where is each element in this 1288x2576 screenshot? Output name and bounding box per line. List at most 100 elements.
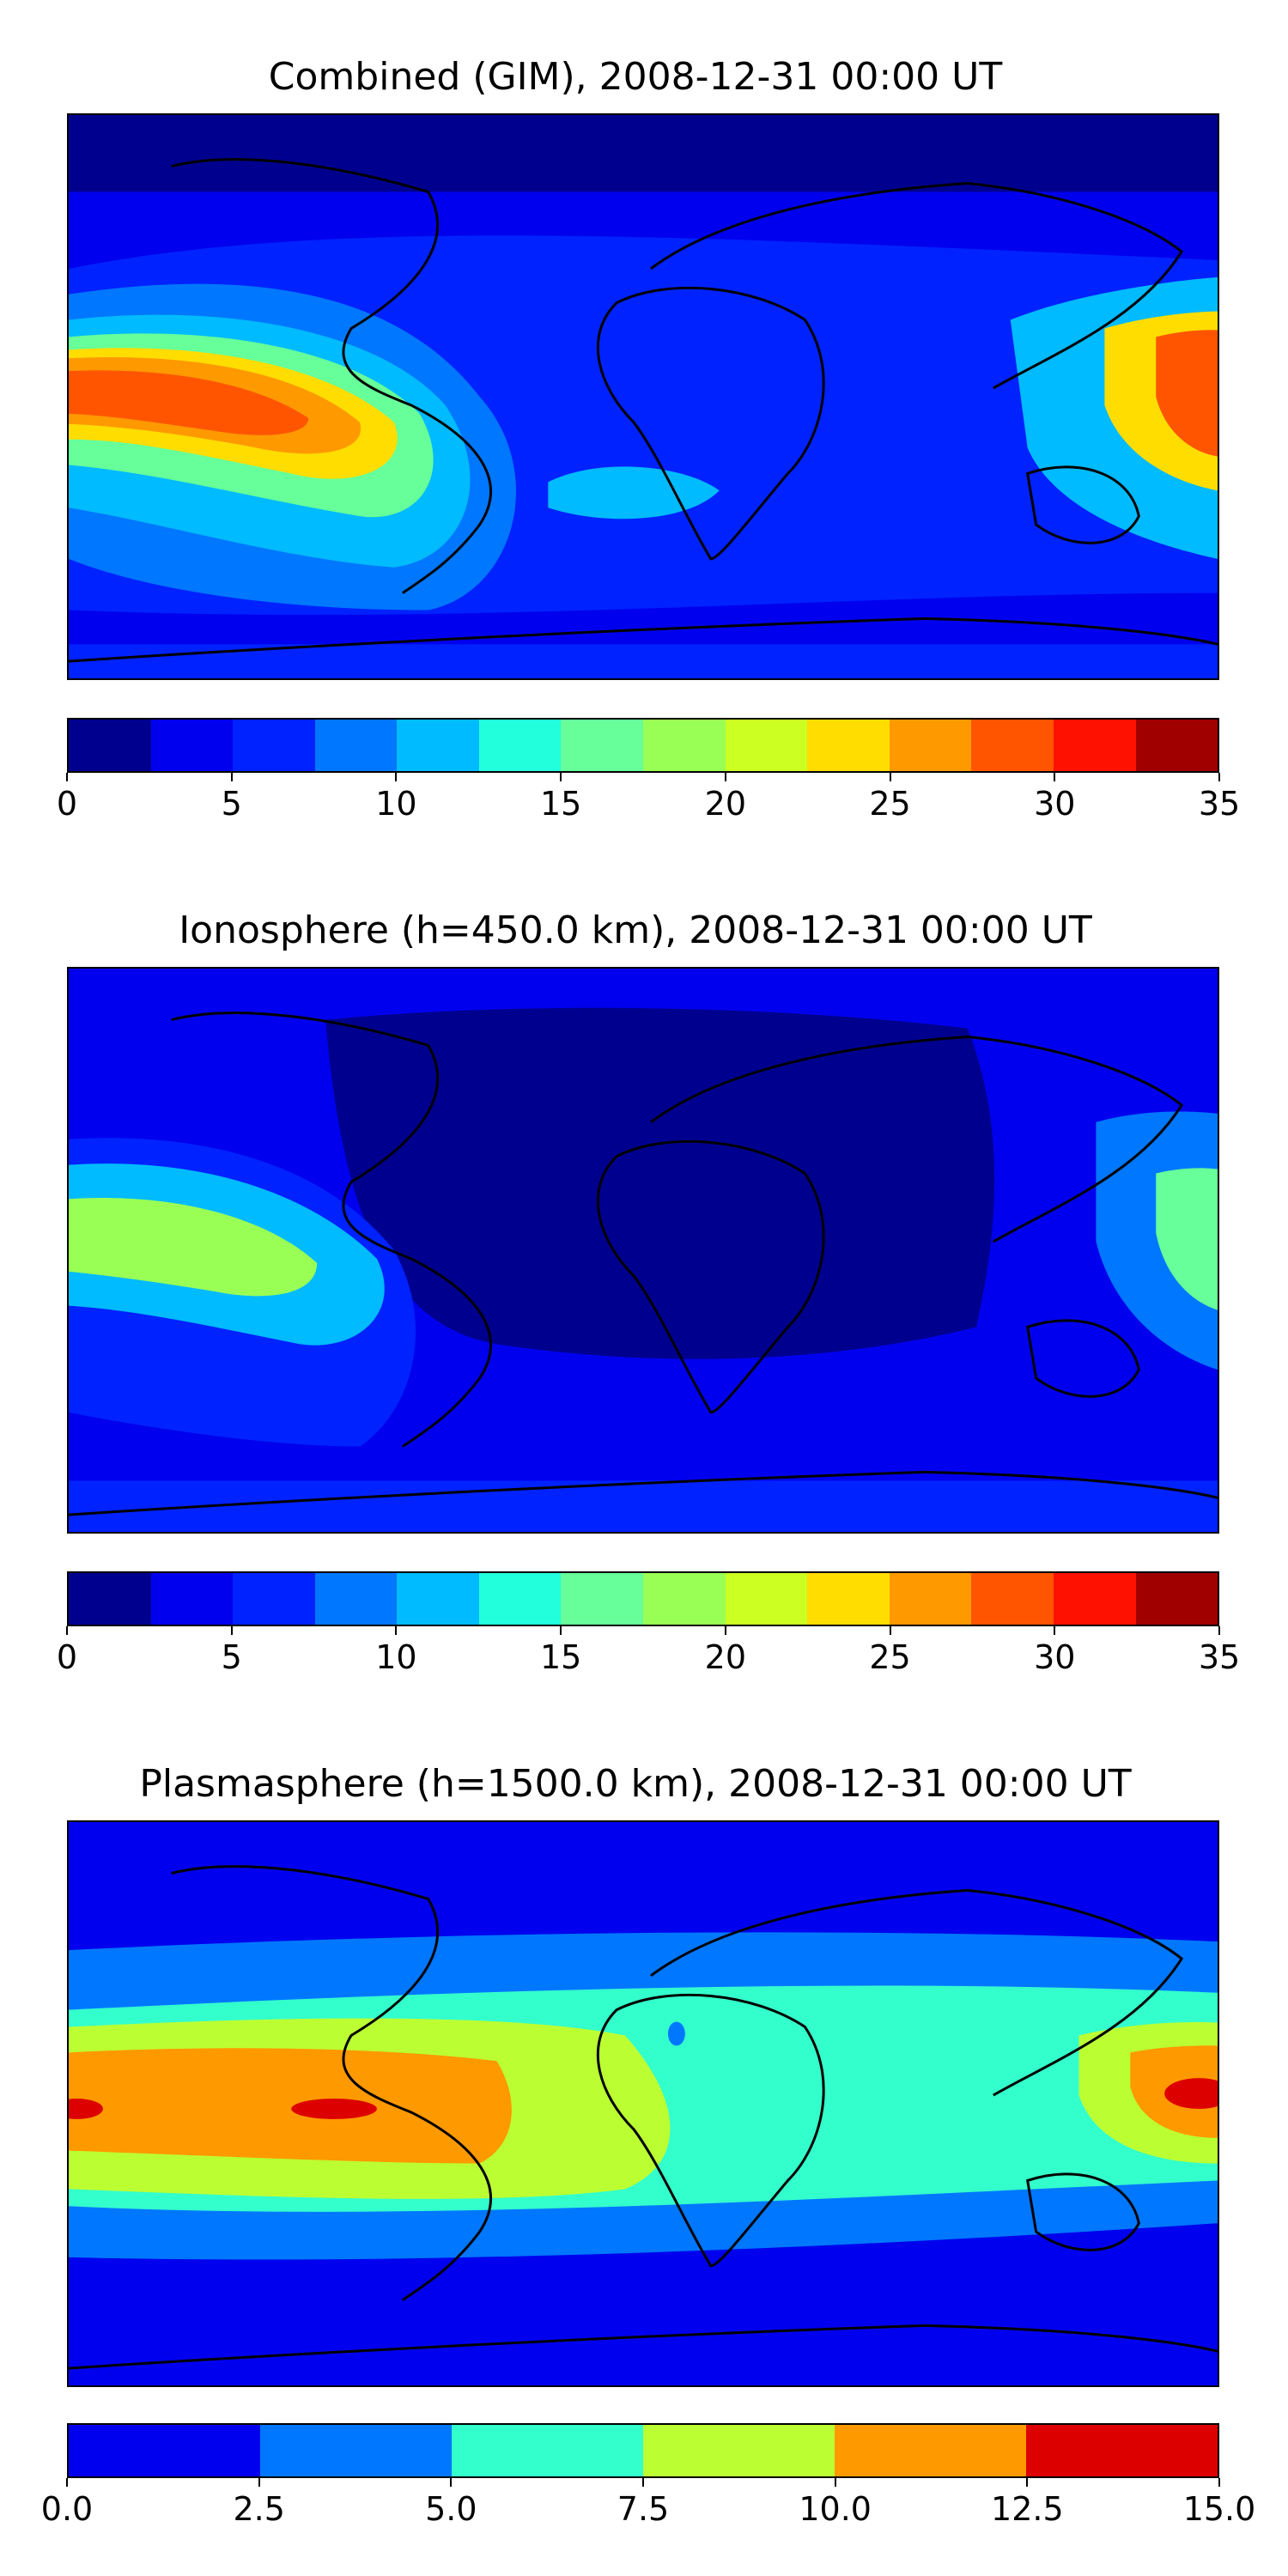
combined-atlantic-patch [548, 466, 720, 519]
colorbar-segment [807, 1573, 890, 1625]
combined-antarctica-coast [69, 617, 1218, 663]
combined-pacific-core [69, 370, 309, 435]
colorbar-tick-label: 15.0 [1182, 2490, 1256, 2528]
colorbar-tick-label: 30 [1034, 785, 1076, 823]
plasmasphere-edge-red [69, 2099, 103, 2119]
plasmasphere-africa-coast [596, 1993, 825, 2268]
colorbar-tick-label: 15 [539, 785, 582, 823]
colorbar-segment [150, 720, 234, 771]
ionosphere-dark-region [325, 1007, 995, 1359]
colorbar-segment [478, 1573, 562, 1625]
plasmasphere-americas-orange [69, 2048, 512, 2164]
plasmasphere-map-title: Plasmasphere (h=1500.0 km), 2008-12-31 0… [139, 1762, 1132, 1806]
plasmasphere-africa-blue-spot [667, 2021, 685, 2046]
ionosphere-colorbar [67, 1571, 1219, 1626]
combined-map-title: Combined (GIM), 2008-12-31 00:00 UT [268, 55, 1003, 99]
combined-australia-coast [1025, 465, 1140, 544]
colorbar-tick-label: 20 [704, 1638, 747, 1676]
colorbar-tick-label: 0 [56, 1638, 78, 1676]
combined-americas-coast [171, 158, 492, 594]
colorbar-segment [725, 1573, 808, 1625]
combined-arctic-band [69, 115, 1218, 192]
ionosphere-eurasia-coast [650, 1036, 1184, 1243]
plasmasphere-coastlines [69, 1865, 1218, 2370]
colorbar-segment [452, 2425, 643, 2476]
ionosphere-pacific-green [69, 1198, 318, 1297]
ionosphere-antarctica-coast [69, 1470, 1218, 1516]
colorbar-segment [643, 1573, 726, 1625]
colorbar-segment [725, 720, 808, 771]
colorbar-segment [1135, 720, 1218, 771]
plasmasphere-westpac-red [1164, 2078, 1218, 2109]
combined-tec-map [67, 113, 1219, 680]
ionosphere-africa-coast [596, 1139, 825, 1414]
combined-colorbar [67, 718, 1219, 773]
colorbar-segment [1135, 1573, 1218, 1625]
colorbar-tick-label: 35 [1198, 785, 1241, 823]
colorbar-segment [233, 1573, 315, 1625]
ionosphere-colorbar-ticks: 0 5 10 15 20 25 30 35 [57, 1626, 1240, 1678]
colorbar-tick-label: 5.0 [425, 2490, 477, 2528]
colorbar-tick-label: 0 [56, 785, 78, 823]
colorbar-tick-label: 10 [375, 785, 417, 823]
colorbar-segment [971, 720, 1054, 771]
colorbar-segment [561, 1573, 644, 1625]
plasmasphere-australia-coast [1025, 2172, 1140, 2251]
plasmasphere-tec-map [67, 1820, 1219, 2387]
colorbar-segment [807, 720, 890, 771]
combined-africa-coast [596, 286, 825, 561]
colorbar-tick-label: 12.5 [991, 2490, 1064, 2528]
colorbar-segment [1053, 1573, 1136, 1625]
colorbar-segment [314, 720, 398, 771]
ionosphere-westpac-green [1156, 1168, 1218, 1310]
plasmasphere-americas-red [291, 2099, 377, 2119]
colorbar-tick-label: 10.0 [799, 2490, 872, 2528]
plasmasphere-antarctica-coast [69, 2324, 1218, 2370]
colorbar-segment [561, 720, 644, 771]
plasmasphere-americas-coast [171, 1865, 492, 2301]
colorbar-segment [397, 720, 479, 771]
colorbar-segment [397, 1573, 479, 1625]
colorbar-segment [233, 720, 315, 771]
colorbar-segment [69, 2425, 260, 2476]
colorbar-tick-label: 0.0 [40, 2490, 94, 2528]
colorbar-segment [889, 720, 972, 771]
colorbar-segment [1026, 2425, 1218, 2476]
colorbar-segment [69, 720, 151, 771]
colorbar-tick-label: 7.5 [617, 2490, 670, 2528]
combined-eurasia-coast [650, 182, 1184, 390]
colorbar-tick-label: 35 [1198, 1638, 1241, 1676]
colorbar-tick-label: 2.5 [233, 2490, 285, 2528]
colorbar-segment [643, 2425, 835, 2476]
colorbar-tick-label: 15 [539, 1638, 582, 1676]
colorbar-segment [971, 1573, 1054, 1625]
colorbar-tick-label: 10 [375, 1638, 417, 1676]
combined-coastlines [69, 158, 1218, 663]
colorbar-segment [1053, 720, 1136, 771]
colorbar-segment [69, 1573, 151, 1625]
ionosphere-australia-coast [1025, 1319, 1140, 1398]
colorbar-segment [835, 2425, 1026, 2476]
colorbar-tick-label: 20 [704, 785, 747, 823]
plasmasphere-eurasia-coast [650, 1889, 1184, 2097]
colorbar-tick-label: 5 [221, 785, 242, 823]
ionosphere-coastlines [69, 1012, 1218, 1516]
colorbar-segment [889, 1573, 972, 1625]
colorbar-segment [260, 2425, 452, 2476]
ionosphere-antarctic-band [69, 1480, 1218, 1532]
ionosphere-americas-coast [171, 1012, 492, 1448]
plasmasphere-colorbar [67, 2423, 1219, 2478]
ionosphere-map-title: Ionosphere (h=450.0 km), 2008-12-31 00:0… [179, 908, 1092, 952]
combined-westpac-core [1156, 330, 1218, 457]
combined-colorbar-ticks: 0 5 10 15 20 25 30 35 [57, 773, 1240, 824]
colorbar-segment [314, 1573, 398, 1625]
plasmasphere-colorbar-ticks: 0.0 2.5 5.0 7.5 10.0 12.5 15.0 [41, 2478, 1255, 2530]
colorbar-segment [150, 1573, 234, 1625]
colorbar-segment [643, 720, 726, 771]
colorbar-tick-label: 25 [869, 1638, 911, 1676]
colorbar-tick-label: 5 [221, 1638, 242, 1676]
colorbar-segment [478, 720, 562, 771]
colorbar-tick-label: 30 [1034, 1638, 1076, 1676]
colorbar-tick-label: 25 [869, 785, 911, 823]
ionosphere-tec-map [67, 967, 1219, 1534]
